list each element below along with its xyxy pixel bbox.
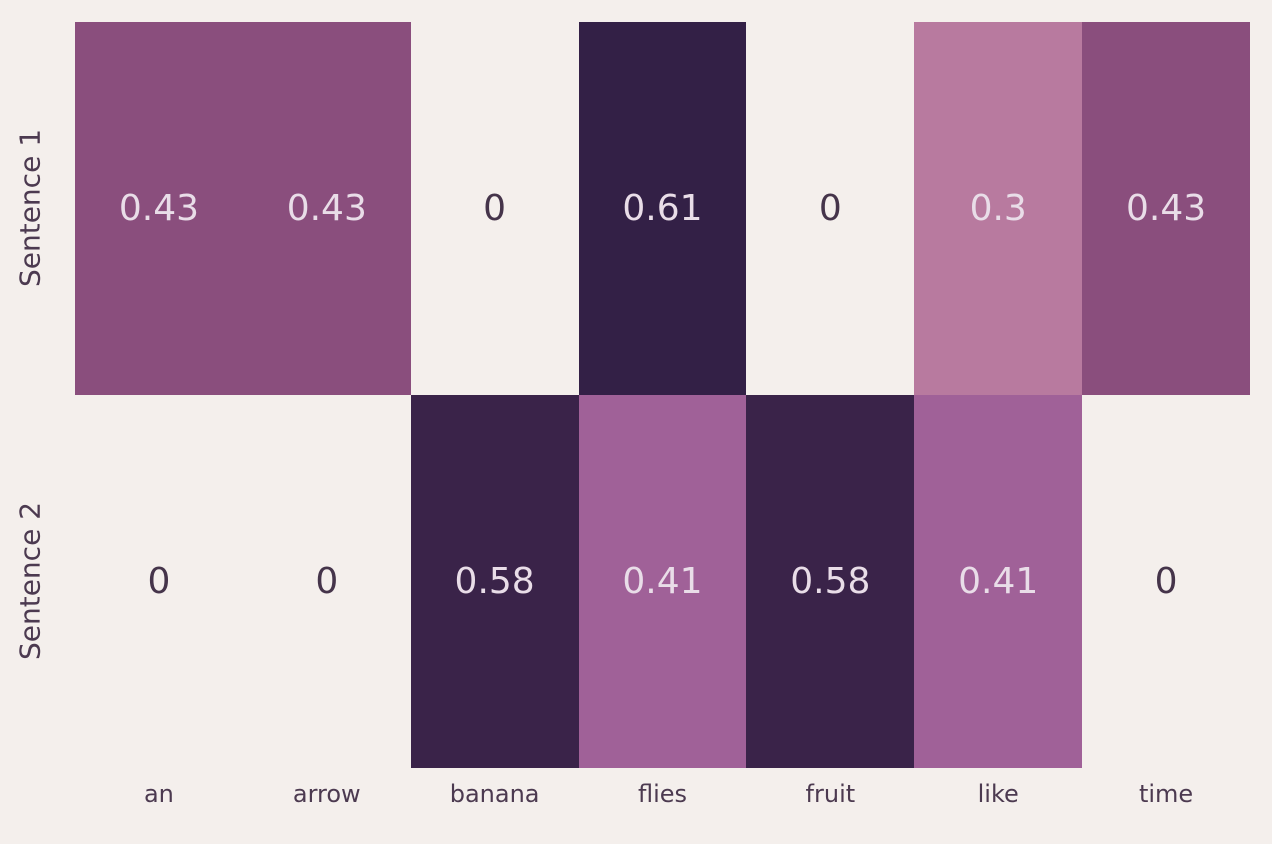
heatmap-cell-sentence-2-banana: 0.58 [410,395,579,768]
column-label-banana: banana [449,780,540,808]
heatmap-cell-sentence-2-fruit: 0.58 [746,395,915,768]
row-label-sentence-1: Sentence 1 [13,128,47,288]
column-label-time: time [1138,780,1194,808]
heatmap-cell-sentence-1-fruit: 0 [818,187,842,229]
heatmap-cell-sentence-2-like: 0.41 [914,395,1083,768]
heatmap-cell-sentence-2-an: 0 [147,560,171,602]
heatmap-cell-sentence-2-time: 0 [1154,560,1178,602]
heatmap-cell-sentence-1-like: 0.3 [914,22,1083,395]
heatmap-cell-sentence-1-arrow: 0.43 [242,22,411,395]
x-axis-labels: an arrow banana flies fruit like time [75,780,1250,808]
heatmap-grid: 0.43 0.43 0 0.61 0 0.3 0.43 0 0 0.58 0.41 0.58 0.41 0 [75,22,1250,768]
heatmap-cell-sentence-1-flies: 0.61 [578,22,747,395]
column-label-fruit: fruit [805,780,856,808]
column-label-an: an [143,780,174,808]
column-label-flies: flies [637,780,688,808]
heatmap-cell-sentence-1-banana: 0 [483,187,507,229]
heatmap-cell-sentence-2-arrow: 0 [315,560,339,602]
column-label-arrow: arrow [292,780,361,808]
column-label-like: like [977,780,1019,808]
row-label-sentence-2: Sentence 2 [13,501,47,661]
heatmap-cell-sentence-1-time: 0.43 [1082,22,1250,395]
heatmap-cell-sentence-1-an: 0.43 [75,22,243,395]
heatmap-cell-sentence-2-flies: 0.41 [578,395,747,768]
